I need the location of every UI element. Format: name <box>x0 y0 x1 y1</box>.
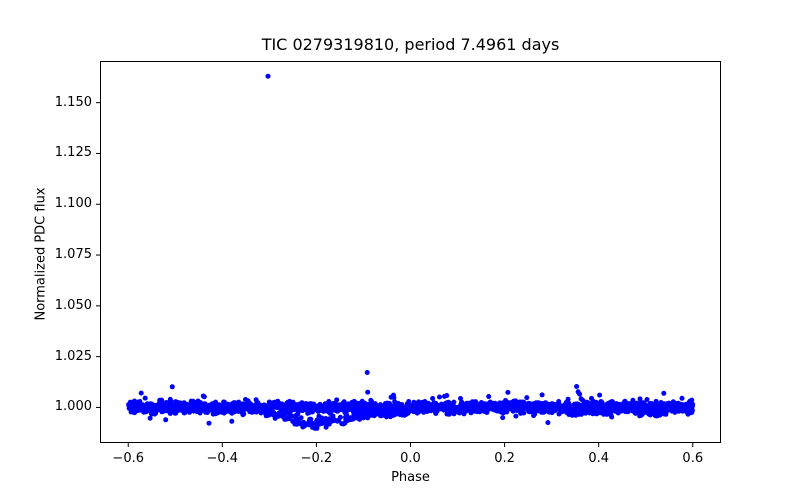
x-tick-label: 0.4 <box>588 451 610 466</box>
x-ticks <box>127 443 694 447</box>
y-tick-label: 1.025 <box>54 348 92 364</box>
x-tick-label: −0.6 <box>112 451 144 466</box>
y-ticks <box>96 102 100 408</box>
x-tick-label: 0.2 <box>494 451 515 466</box>
y-tick-label: 1.150 <box>54 94 92 110</box>
chart-title: TIC 0279319810, period 7.4961 days <box>261 35 560 54</box>
x-tick-label: −0.4 <box>206 451 239 466</box>
y-tick-label: 1.000 <box>54 399 92 415</box>
plot-area <box>96 61 721 447</box>
y-tick-label: 1.050 <box>54 297 92 313</box>
axes-spines <box>100 61 721 443</box>
y-tick-label: 1.075 <box>54 247 92 263</box>
y-tick-label: 1.125 <box>54 145 92 161</box>
x-axis-label: Phase <box>391 470 430 485</box>
x-tick-label: −0.2 <box>300 451 333 466</box>
scatter-points <box>126 73 696 431</box>
x-tick-label: 0.0 <box>400 451 421 466</box>
y-tick-label: 1.100 <box>54 196 92 212</box>
x-tick-label: 0.6 <box>682 451 704 466</box>
